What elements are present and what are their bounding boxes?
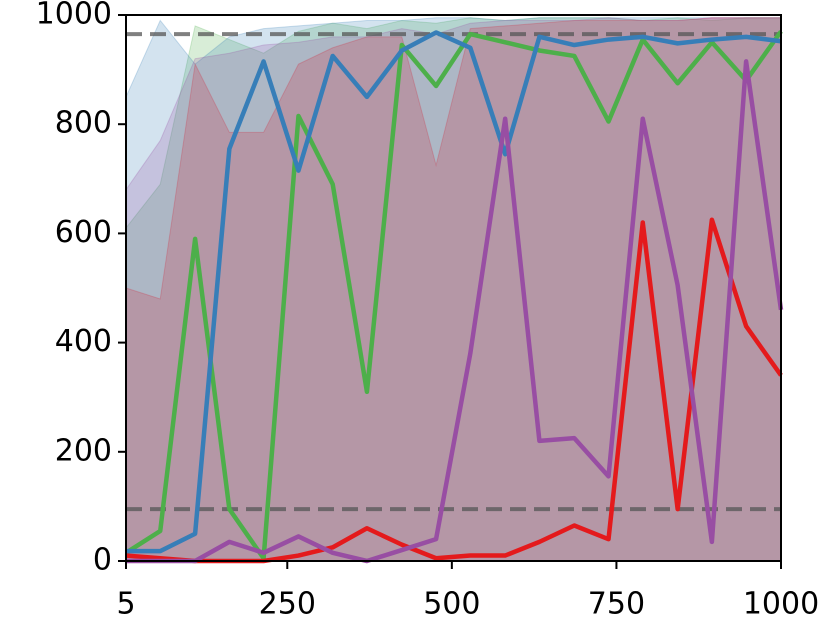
y-tick-label: 400 — [55, 324, 112, 359]
plot-frame — [125, 14, 782, 562]
line — [126, 30, 782, 554]
x-tick-label: 750 — [588, 587, 645, 622]
y-tick-label: 600 — [55, 215, 112, 250]
x-tick-label: 5 — [116, 587, 135, 622]
y-tick-label: 0 — [93, 543, 112, 578]
y-tick-label: 800 — [55, 106, 112, 141]
y-tick-label: 1000 — [36, 0, 112, 32]
x-tick-label: 250 — [259, 587, 316, 622]
line — [124, 30, 783, 561]
x-tick-label: 500 — [423, 587, 480, 622]
line — [126, 59, 784, 564]
y-tick-label: 200 — [55, 433, 112, 468]
x-tick-label: 1000 — [743, 587, 819, 622]
